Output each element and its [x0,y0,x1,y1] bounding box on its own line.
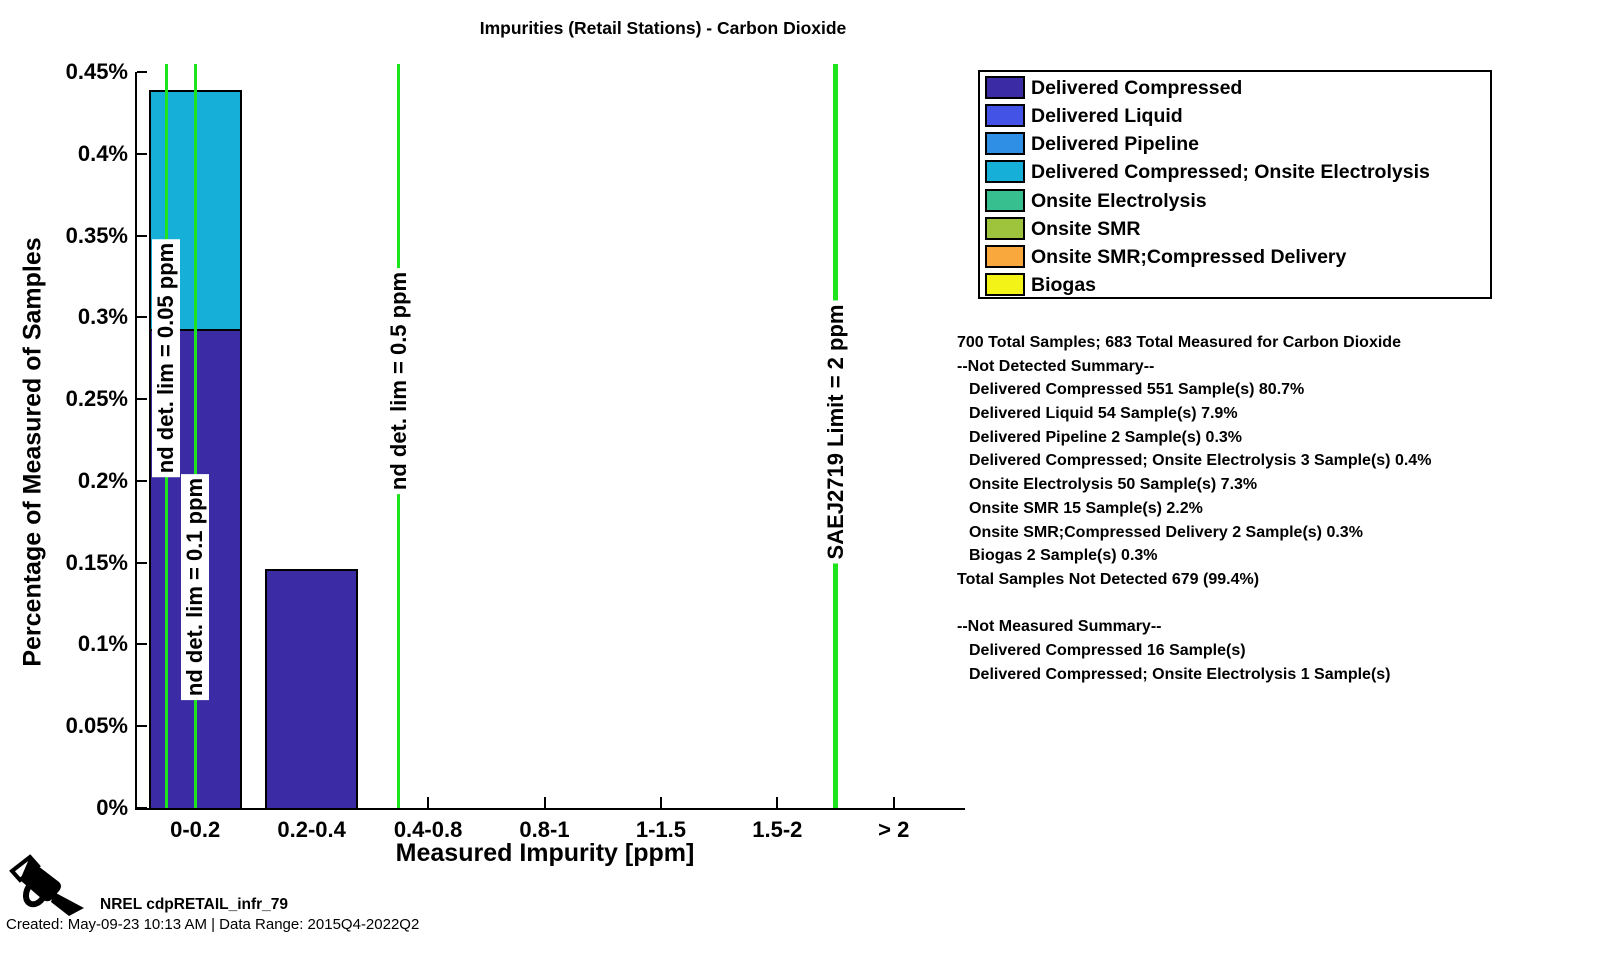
x-tick-label: 0-0.2 [170,817,221,842]
x-tick-label: 1.5-2 [752,817,803,842]
x-tick-label: 0.8-1 [519,817,570,842]
legend: Delivered Compressed Delivered Liquid Deli… [978,70,1492,299]
stats-line: Delivered Compressed; Onsite Electrolysi… [969,452,1432,470]
stats-line: Onsite Electrolysis 50 Sample(s) 7.3% [969,476,1258,494]
y-tick-label: 0.4% [77,140,128,166]
y-tick-label: 0.2% [77,467,128,493]
credit-line: Created: May-09-23 10:13 AM | Data Range… [6,916,420,933]
limit-line-label: nd det. lim = 0.05 ppm [152,238,181,478]
stats-line: Delivered Compressed; Onsite Electrolysi… [969,665,1391,683]
legend-swatch [985,76,1025,99]
legend-row: Delivered Liquid [980,102,1490,130]
y-tick [137,398,147,401]
legend-label: Delivered Pipeline [1031,133,1199,156]
y-tick-label: 0.35% [65,222,128,248]
y-tick-label: 0.15% [65,549,128,575]
stats-line: Delivered Compressed 16 Sample(s) [969,641,1246,659]
x-tick [427,797,430,808]
nozzle-hose [51,892,84,916]
legend-row: Delivered Compressed; Onsite Electrolysi… [980,158,1490,186]
y-tick [137,807,147,809]
legend-swatch [985,160,1025,184]
x-tick-label: 1-1.5 [635,817,686,842]
y-tick-label: 0.3% [77,304,128,330]
limit-line [193,64,197,808]
stats-line: Delivered Compressed 551 Sample(s) 80.7% [969,381,1305,399]
y-tick-label: 0.45% [65,59,128,84]
fuel-nozzle-icon [9,854,84,916]
legend-swatch [985,272,1025,296]
y-tick [137,725,147,728]
y-tick [137,71,147,73]
y-tick [137,316,147,319]
x-tick [776,797,779,808]
legend-swatch [985,216,1025,240]
x-tick-label: > 2 [878,817,910,842]
legend-row: Onsite SMR [980,215,1490,243]
stats-panel: 700 Total Samples; 683 Total Measured fo… [957,331,1431,686]
legend-label: Biogas [1031,273,1097,296]
x-tick-label: 0.4-0.8 [393,817,463,842]
bar-segment [265,569,359,808]
y-tick [137,234,147,237]
stats-line: Onsite SMR;Compressed Delivery 2 Sample(… [969,523,1363,541]
legend-row: Delivered Pipeline [980,130,1490,158]
stats-line: Delivered Pipeline 2 Sample(s) 0.3% [969,428,1243,446]
legend-row: Onsite SMR;Compressed Delivery [980,243,1490,271]
y-tick-label: 0% [96,795,128,820]
x-tick [659,797,662,808]
stats-line: --Not Measured Summary-- [957,618,1162,636]
legend-label: Onsite SMR;Compressed Delivery [1031,245,1347,268]
x-axis-spine [135,808,965,810]
x-tick [543,797,546,808]
y-tick-label: 0.1% [77,631,128,657]
stats-line: --Not Detected Summary-- [957,357,1155,375]
legend-swatch [985,244,1025,268]
legend-swatch [985,132,1025,156]
chart-title: Impurities (Retail Stations) - Carbon Di… [479,18,847,38]
stats-line: Delivered Liquid 54 Sample(s) 7.9% [969,405,1238,423]
limit-line-label: nd det. lim = 0.5 ppm [384,267,413,495]
chart-id-label: NREL cdpRETAIL_infr_79 [100,896,289,913]
limit-line-label: nd det. lim = 0.1 ppm [181,473,210,701]
legend-label: Delivered Compressed [1031,77,1243,99]
y-tick [137,479,147,482]
legend-row: Delivered Compressed [980,74,1490,102]
x-axis-title: Measured Impurity [ppm] [395,839,695,867]
stats-line: Total Samples Not Detected 679 (99.4%) [957,570,1260,588]
legend-label: Onsite Electrolysis [1031,189,1207,212]
legend-label: Delivered Liquid [1031,105,1183,128]
legend-row: Biogas [980,271,1490,299]
footer: NREL cdpRETAIL_infr_79 Created: May-09-2… [0,840,500,960]
nozzle-handle-loop [22,876,50,908]
legend-swatch [985,188,1025,212]
stats-line: Biogas 2 Sample(s) 0.3% [969,547,1158,565]
y-tick [137,152,147,155]
y-tick-label: 0.05% [65,713,128,739]
stats-line [957,592,1431,616]
stats-line: 700 Total Samples; 683 Total Measured fo… [957,334,1401,351]
legend-row: Onsite Electrolysis [980,187,1490,215]
y-tick [137,643,147,646]
stats-line: Onsite SMR 15 Sample(s) 2.2% [969,499,1203,517]
legend-swatch [985,104,1025,128]
legend-label: Onsite SMR [1031,217,1141,240]
y-axis-spine [135,72,137,810]
legend-label: Delivered Compressed; Onsite Electrolysi… [1031,161,1430,184]
y-tick-label: 0.25% [65,386,128,412]
x-tick [892,797,895,808]
y-tick [137,561,147,564]
limit-line-label: SAEJ2719 Limit = 2 ppm [821,300,850,564]
x-tick-label: 0.2-0.4 [277,817,346,842]
